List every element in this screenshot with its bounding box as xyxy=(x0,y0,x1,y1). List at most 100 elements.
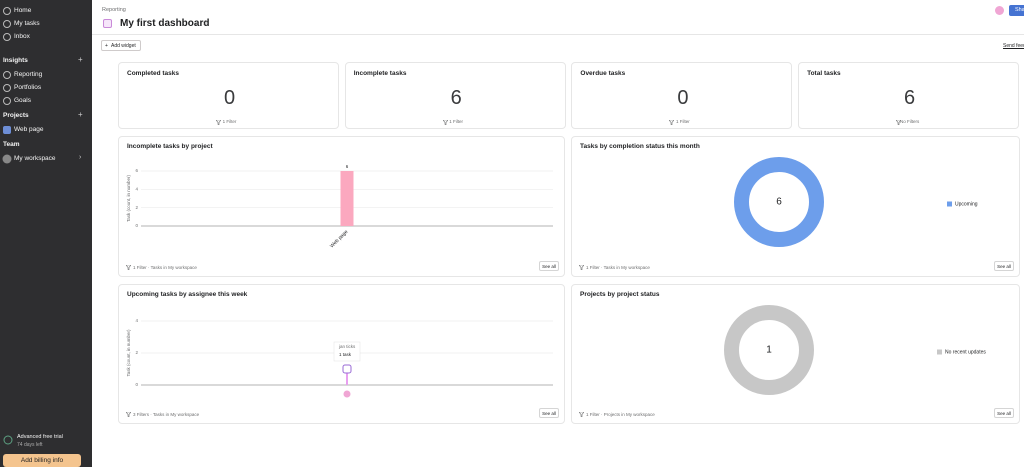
filter-icon xyxy=(126,412,131,417)
see-all-label[interactable]: See all xyxy=(997,264,1011,269)
y-tick-label: 2 xyxy=(135,205,138,210)
icon xyxy=(3,7,11,15)
filter-icon xyxy=(896,119,902,125)
stat-title: Completed tasks xyxy=(127,70,180,77)
chart: Upcoming 6 xyxy=(734,157,978,247)
widget-title: Projects by project status xyxy=(580,291,660,298)
filter-icon xyxy=(579,265,584,270)
stat-title: Overdue tasks xyxy=(580,70,626,77)
trial-title: Advanced free trial xyxy=(17,434,63,440)
nav-item[interactable]: Home xyxy=(14,7,32,14)
add-widget-button[interactable]: + Add widget xyxy=(101,40,141,51)
stat-value: 0 xyxy=(677,87,689,109)
nav-item[interactable]: Inbox xyxy=(14,33,30,40)
nav-item[interactable]: My tasks xyxy=(14,20,40,27)
icon-shape xyxy=(2,154,12,164)
see-all-label[interactable]: See all xyxy=(997,411,1011,416)
star-icon[interactable]: ☆ xyxy=(202,20,209,27)
filter-icon-shape xyxy=(579,265,584,270)
stat-value: 6 xyxy=(904,87,916,109)
tooltip: jan ticks 1 task xyxy=(333,341,361,362)
icon-shape xyxy=(3,7,11,15)
project-icon xyxy=(3,126,11,134)
stat-card: Completed tasks 0 1 Filter xyxy=(118,62,339,129)
avatar xyxy=(995,6,1004,15)
chevron: › xyxy=(79,154,82,161)
chart: 0 2 4 6 Task (count, in number) 6 Web page xyxy=(126,164,553,249)
icon xyxy=(3,33,11,41)
stat-card: Total tasks 6 No Filters xyxy=(798,62,1020,129)
sidebar: Home My tasks Inbox Insights + Reporting Portf… xyxy=(0,0,92,467)
legend-label: No recent updates xyxy=(945,349,986,355)
title-chevron[interactable]: ⌄ xyxy=(194,20,200,27)
icon-shape xyxy=(3,71,11,79)
section-title: Insights xyxy=(3,57,28,64)
dashboard-title: My first dashboard xyxy=(120,18,210,29)
widget-card: Projects by project status No recent upda… xyxy=(571,284,1020,424)
widget-filter[interactable]: 1 Filter · Tasks in My workspace xyxy=(133,265,197,270)
widget-filter[interactable]: 1 Filter · Projects in My workspace xyxy=(586,412,655,417)
chart: No recent updates 1 xyxy=(724,305,986,395)
stat-value: 6 xyxy=(450,87,462,109)
tooltip-box xyxy=(333,341,361,362)
legend-label: Upcoming xyxy=(955,201,978,207)
donut-slice xyxy=(724,305,814,395)
y-tick-label: 6 xyxy=(135,168,138,173)
stat-filter[interactable]: No Filters xyxy=(899,119,920,124)
see-all-label[interactable]: See all xyxy=(542,411,556,416)
filter-icon-shape xyxy=(579,412,584,417)
y-axis-label: Task (count, in number) xyxy=(126,329,131,377)
feedback-link[interactable]: Send feedback xyxy=(1003,43,1024,49)
legend-swatch xyxy=(937,349,942,355)
add-widget-label[interactable]: + xyxy=(105,43,108,49)
section-title: Projects xyxy=(3,112,29,119)
sidebar-item[interactable]: Portfolios xyxy=(14,84,42,91)
sidebar-item[interactable]: My workspace xyxy=(14,155,56,162)
share-label[interactable]: Share xyxy=(1015,7,1024,13)
add-icon: + xyxy=(78,110,83,119)
stat-filter[interactable]: 1 Filter xyxy=(449,119,464,124)
billing-label[interactable]: Add billing info xyxy=(20,457,64,464)
bar xyxy=(340,171,354,226)
sidebar-item[interactable]: Web page xyxy=(14,126,44,133)
assignee-avatar xyxy=(343,390,351,398)
donut-slice xyxy=(734,157,824,247)
icon xyxy=(3,84,11,92)
filter-icon-shape xyxy=(442,119,448,125)
filter-icon-shape xyxy=(896,119,902,125)
filter-icon-shape xyxy=(669,119,675,125)
share-button[interactable]: Share xyxy=(1009,5,1024,16)
see-all-button[interactable]: See all xyxy=(994,408,1014,418)
header-divider xyxy=(92,34,1024,35)
stat-title: Total tasks xyxy=(807,70,841,77)
add-widget-label[interactable]: Add widget xyxy=(111,43,136,49)
widget-card: Upcoming tasks by assignee this week 0 2 4 T… xyxy=(118,284,565,424)
trial-subtitle: 74 days left xyxy=(17,442,43,448)
icon-shape xyxy=(3,435,13,445)
see-all-button[interactable]: See all xyxy=(994,261,1014,271)
see-all-button[interactable]: See all xyxy=(539,261,559,271)
donut-center: 1 xyxy=(766,345,772,356)
filter-icon-shape xyxy=(126,265,131,270)
widget-filter[interactable]: 3 Filters · Tasks in My workspace xyxy=(133,412,200,417)
widget-filter[interactable]: 1 Filter · Tasks in My workspace xyxy=(586,265,650,270)
stat-card: Overdue tasks 0 1 Filter xyxy=(571,62,793,129)
stat-filter[interactable]: 1 Filter xyxy=(222,119,237,124)
icon xyxy=(2,154,12,164)
tooltip-text: 1 task xyxy=(339,352,352,357)
widget-card: Incomplete tasks by project 0 2 4 6 Task (cou… xyxy=(118,136,565,277)
y-tick-label: 4 xyxy=(135,318,138,323)
widget-title: Upcoming tasks by assignee this week xyxy=(127,291,248,298)
see-all-button[interactable]: See all xyxy=(539,408,559,418)
billing-button[interactable]: Add billing info xyxy=(3,454,81,467)
sidebar-item[interactable]: Goals xyxy=(14,97,31,104)
stat-filter[interactable]: 1 Filter xyxy=(676,119,690,124)
filter-icon xyxy=(216,119,221,125)
widget-title: Incomplete tasks by project xyxy=(127,143,213,150)
sidebar-item[interactable]: Reporting xyxy=(14,71,43,78)
breadcrumb[interactable]: Reporting xyxy=(102,7,126,13)
x-tick-label: Web page xyxy=(329,229,349,249)
see-all-label[interactable]: See all xyxy=(542,264,556,269)
filter-icon xyxy=(579,412,584,417)
